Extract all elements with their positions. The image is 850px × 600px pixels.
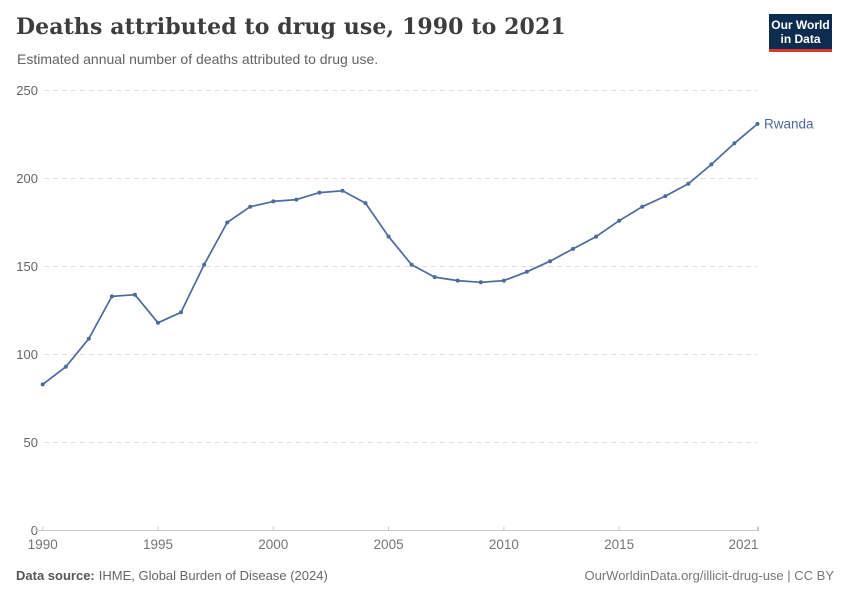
data-point[interactable] — [363, 201, 368, 206]
data-point[interactable] — [478, 280, 483, 285]
y-axis-tick-label: 150 — [16, 259, 38, 274]
data-point[interactable] — [86, 336, 91, 341]
data-point[interactable] — [571, 246, 575, 251]
data-point[interactable] — [617, 218, 622, 223]
x-axis-tick-label: 2000 — [258, 537, 288, 552]
data-point[interactable] — [640, 204, 645, 209]
y-axis-tick-label: 200 — [16, 171, 38, 186]
data-point[interactable] — [156, 320, 160, 325]
series-line-rwanda[interactable] — [41, 123, 759, 386]
data-point[interactable] — [340, 188, 345, 193]
chart-footer: Data source: IHME, Global Burden of Disea… — [16, 568, 834, 584]
data-point[interactable] — [432, 275, 437, 280]
y-axis-tick-label: 50 — [24, 435, 38, 450]
y-axis-tick-label: 100 — [16, 347, 38, 362]
data-point[interactable] — [686, 181, 691, 186]
data-point[interactable] — [663, 194, 668, 199]
x-axis-line — [35, 526, 759, 531]
data-point[interactable] — [732, 141, 737, 146]
x-axis-tick-label: 1990 — [28, 537, 58, 552]
data-point[interactable] — [709, 162, 714, 167]
data-point[interactable] — [225, 220, 230, 225]
y-axis-tick-label: 250 — [16, 83, 38, 98]
data-point[interactable] — [386, 234, 391, 239]
data-point[interactable] — [63, 364, 68, 369]
page-subtitle: Estimated annual number of deaths attrib… — [17, 51, 379, 67]
x-axis-tick-label: 2021 — [728, 537, 758, 552]
data-point[interactable] — [179, 310, 183, 315]
data-point[interactable] — [501, 278, 506, 283]
series-end-label[interactable]: Rwanda — [764, 116, 814, 131]
data-point[interactable] — [132, 292, 137, 297]
data-point[interactable] — [109, 294, 114, 299]
data-point[interactable] — [40, 382, 45, 387]
data-point[interactable] — [548, 259, 552, 264]
data-point[interactable] — [594, 234, 599, 239]
data-point[interactable] — [202, 262, 207, 267]
logo-line1: Our World — [771, 17, 830, 32]
footer-link[interactable]: OurWorldinData.org/illicit-drug-use | CC… — [584, 568, 835, 583]
data-point[interactable] — [455, 278, 460, 283]
logo-line2: in Data — [780, 31, 821, 46]
data-point[interactable] — [409, 262, 414, 267]
data-point[interactable] — [755, 121, 760, 126]
data-point[interactable] — [294, 197, 299, 202]
data-point[interactable] — [524, 269, 529, 274]
x-axis-tick-label: 2015 — [604, 537, 634, 552]
owid-logo[interactable]: Our World in Data — [769, 14, 832, 52]
x-axis-tick-label: 2005 — [374, 537, 404, 552]
data-point[interactable] — [317, 190, 322, 195]
data-point[interactable] — [271, 199, 276, 204]
data-source-label: Data source: — [16, 568, 95, 583]
y-axis-tick-label: 0 — [31, 523, 38, 538]
page-title: Deaths attributed to drug use, 1990 to 2… — [16, 14, 566, 40]
data-point[interactable] — [248, 204, 253, 209]
data-source-text: IHME, Global Burden of Disease (2024) — [98, 568, 328, 583]
x-axis-tick-label: 2010 — [489, 537, 519, 552]
data-source: Data source: IHME, Global Burden of Disea… — [16, 568, 328, 584]
x-axis-tick-label: 1995 — [143, 537, 173, 552]
